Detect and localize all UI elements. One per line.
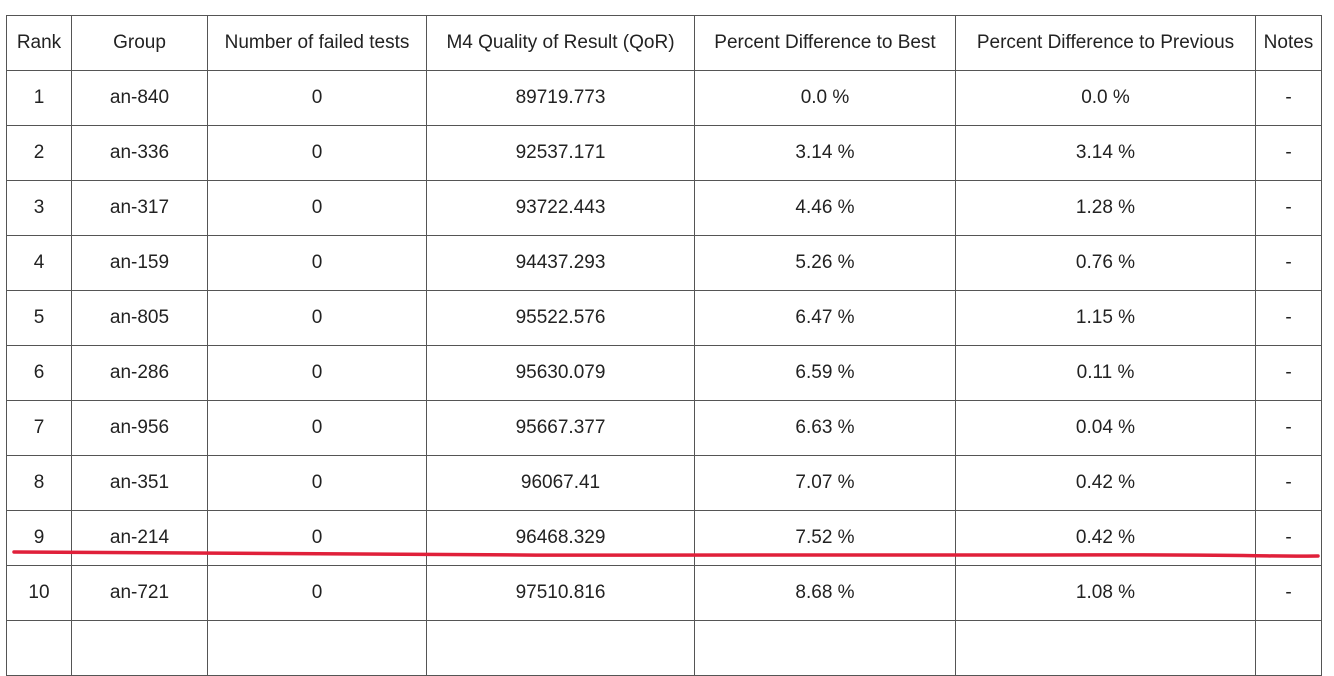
cell-notes: - [1255,400,1322,456]
cell-diff-previous: 0.04 % [955,400,1256,456]
cell-qor: 96067.41 [426,455,695,511]
results-table: Rank Group Number of failed tests M4 Qua… [6,15,1322,676]
cell-qor: 95522.576 [426,290,695,346]
cell-qor: 95667.377 [426,400,695,456]
cell-rank: 10 [6,565,72,621]
cell-rank: 7 [6,400,72,456]
cell-diff-previous: 1.15 % [955,290,1256,346]
table-row: 6 an-286 0 95630.079 6.59 % 0.11 % - [6,345,1322,401]
cell-diff-previous: 0.42 % [955,455,1256,511]
cell-failed-tests: 0 [207,70,427,126]
cell-rank [6,620,72,676]
table-row: 4 an-159 0 94437.293 5.26 % 0.76 % - [6,235,1322,291]
cell-qor: 95630.079 [426,345,695,401]
cell-group: an-286 [71,345,208,401]
cell-group [71,620,208,676]
cell-notes: - [1255,180,1322,236]
cell-qor: 93722.443 [426,180,695,236]
cell-diff-previous: 0.0 % [955,70,1256,126]
cell-group: an-956 [71,400,208,456]
cell-rank: 1 [6,70,72,126]
cell-notes: - [1255,565,1322,621]
cell-notes [1255,620,1322,676]
cell-qor: 97510.816 [426,565,695,621]
cell-diff-previous: 3.14 % [955,125,1256,181]
cell-qor: 92537.171 [426,125,695,181]
cell-diff-best: 3.14 % [694,125,956,181]
cell-failed-tests [207,620,427,676]
table-body: 1 an-840 0 89719.773 0.0 % 0.0 % -2 an-336 0 9253… [6,70,1322,676]
cell-group: an-336 [71,125,208,181]
cell-failed-tests: 0 [207,400,427,456]
table-row: 1 an-840 0 89719.773 0.0 % 0.0 % - [6,70,1322,126]
cell-rank: 2 [6,125,72,181]
table-row: 8 an-351 0 96067.41 7.07 % 0.42 % - [6,455,1322,511]
header-notes: Notes [1255,15,1322,71]
table-row: 2 an-336 0 92537.171 3.14 % 3.14 % - [6,125,1322,181]
cell-diff-previous: 1.28 % [955,180,1256,236]
cell-diff-best: 6.47 % [694,290,956,346]
cell-diff-best: 5.26 % [694,235,956,291]
cell-diff-best: 6.63 % [694,400,956,456]
cell-group: an-840 [71,70,208,126]
cell-qor: 89719.773 [426,70,695,126]
cell-rank: 3 [6,180,72,236]
cell-notes: - [1255,345,1322,401]
cell-group: an-721 [71,565,208,621]
table-row: 9 an-214 0 96468.329 7.52 % 0.42 % - [6,510,1322,566]
header-qor: M4 Quality of Result (QoR) [426,15,695,71]
cell-group: an-214 [71,510,208,566]
cell-qor [426,620,695,676]
header-diff-previous: Percent Difference to Previous [955,15,1256,71]
cell-notes: - [1255,290,1322,346]
cell-group: an-317 [71,180,208,236]
cell-group: an-805 [71,290,208,346]
table-row [6,620,1322,676]
cell-diff-best: 7.52 % [694,510,956,566]
cell-diff-best [694,620,956,676]
cell-diff-best: 8.68 % [694,565,956,621]
cell-diff-previous: 1.08 % [955,565,1256,621]
header-row: Rank Group Number of failed tests M4 Qua… [6,15,1322,71]
cell-group: an-159 [71,235,208,291]
table-row: 3 an-317 0 93722.443 4.46 % 1.28 % - [6,180,1322,236]
header-group: Group [71,15,208,71]
cell-diff-best: 6.59 % [694,345,956,401]
cell-notes: - [1255,235,1322,291]
cell-group: an-351 [71,455,208,511]
cell-failed-tests: 0 [207,180,427,236]
cell-diff-previous: 0.11 % [955,345,1256,401]
cell-diff-best: 7.07 % [694,455,956,511]
cell-rank: 5 [6,290,72,346]
cell-failed-tests: 0 [207,510,427,566]
cell-rank: 4 [6,235,72,291]
cell-rank: 9 [6,510,72,566]
cell-failed-tests: 0 [207,565,427,621]
table-row: 10 an-721 0 97510.816 8.68 % 1.08 % - [6,565,1322,621]
table-row: 7 an-956 0 95667.377 6.63 % 0.04 % - [6,400,1322,456]
cell-notes: - [1255,125,1322,181]
cell-diff-previous: 0.42 % [955,510,1256,566]
cell-notes: - [1255,510,1322,566]
cell-failed-tests: 0 [207,455,427,511]
cell-rank: 8 [6,455,72,511]
cell-rank: 6 [6,345,72,401]
cell-diff-previous: 0.76 % [955,235,1256,291]
header-failed-tests: Number of failed tests [207,15,427,71]
cell-diff-best: 0.0 % [694,70,956,126]
cell-failed-tests: 0 [207,125,427,181]
header-diff-best: Percent Difference to Best [694,15,956,71]
cell-qor: 94437.293 [426,235,695,291]
cell-qor: 96468.329 [426,510,695,566]
header-rank: Rank [6,15,72,71]
cell-failed-tests: 0 [207,290,427,346]
cell-failed-tests: 0 [207,235,427,291]
cell-failed-tests: 0 [207,345,427,401]
table-row: 5 an-805 0 95522.576 6.47 % 1.15 % - [6,290,1322,346]
cell-diff-previous [955,620,1256,676]
cell-notes: - [1255,455,1322,511]
cell-notes: - [1255,70,1322,126]
cell-diff-best: 4.46 % [694,180,956,236]
